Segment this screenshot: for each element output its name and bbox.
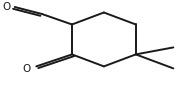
Text: O: O (22, 64, 30, 74)
Text: O: O (2, 2, 10, 12)
